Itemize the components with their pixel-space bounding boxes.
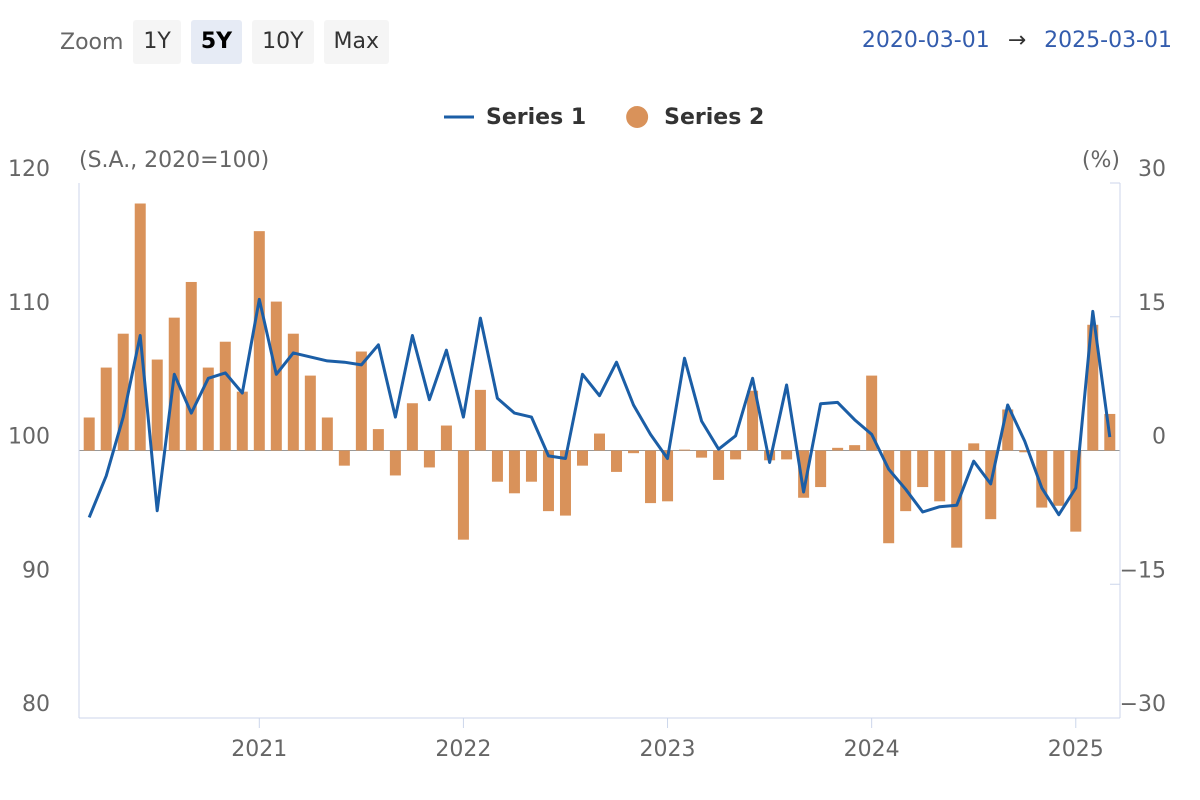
y2-tick-label: 0 bbox=[1152, 425, 1166, 450]
bar bbox=[1036, 450, 1048, 508]
bar bbox=[406, 403, 418, 451]
bar bbox=[236, 391, 248, 451]
legend-label: Series 2 bbox=[664, 105, 764, 130]
y-tick-label: 100 bbox=[8, 425, 50, 450]
y-tick-label: 120 bbox=[8, 157, 50, 182]
range-from[interactable]: 2020-03-01 bbox=[861, 28, 990, 53]
bar bbox=[525, 450, 537, 482]
bar bbox=[645, 450, 657, 504]
x-tick-label: 2021 bbox=[231, 737, 287, 762]
bar bbox=[423, 450, 435, 468]
bar bbox=[253, 231, 265, 451]
bar bbox=[338, 450, 350, 466]
bar bbox=[662, 450, 674, 502]
bar bbox=[508, 450, 520, 494]
bar bbox=[100, 367, 112, 451]
bar bbox=[747, 390, 759, 451]
bar bbox=[849, 445, 861, 451]
y-tick-label: 80 bbox=[22, 692, 50, 717]
bar bbox=[287, 333, 299, 451]
bar bbox=[491, 450, 503, 482]
bar bbox=[934, 450, 946, 502]
bar bbox=[832, 447, 844, 451]
bar bbox=[1087, 324, 1099, 451]
bar bbox=[968, 443, 980, 451]
zoom-button[interactable]: 1Y bbox=[133, 20, 181, 64]
bar bbox=[730, 450, 742, 460]
x-tick-label: 2022 bbox=[435, 737, 491, 762]
range-to[interactable]: 2025-03-01 bbox=[1044, 28, 1172, 53]
range-arrow: → bbox=[1007, 28, 1027, 53]
y2-tick-label: 30 bbox=[1138, 157, 1166, 182]
bar bbox=[185, 281, 197, 451]
y2-tick-label: −15 bbox=[1120, 558, 1166, 583]
bar bbox=[900, 450, 912, 512]
bar bbox=[304, 375, 316, 451]
bar bbox=[457, 450, 469, 540]
bar bbox=[576, 450, 588, 466]
zoom-button[interactable]: Max bbox=[323, 20, 390, 64]
y2-tick-label: −30 bbox=[1120, 692, 1166, 717]
bar bbox=[628, 450, 640, 454]
bar bbox=[781, 450, 793, 460]
bar bbox=[202, 367, 214, 451]
bar bbox=[815, 450, 827, 488]
bar bbox=[559, 450, 571, 516]
bar bbox=[594, 433, 605, 451]
bar bbox=[866, 375, 878, 451]
bar bbox=[355, 351, 367, 451]
bar bbox=[219, 341, 231, 451]
bar bbox=[1053, 450, 1065, 506]
bar bbox=[151, 359, 163, 451]
bar bbox=[713, 450, 725, 480]
x-tick-label: 2025 bbox=[1048, 737, 1104, 762]
bar bbox=[679, 449, 691, 451]
bar bbox=[389, 450, 401, 476]
bar bbox=[1019, 450, 1031, 453]
bar bbox=[696, 450, 708, 458]
bar bbox=[798, 450, 810, 498]
x-tick-label: 2024 bbox=[844, 737, 900, 762]
bar bbox=[440, 425, 452, 451]
y2-tick-label: 15 bbox=[1138, 291, 1166, 316]
line bbox=[87, 297, 1112, 518]
bar bbox=[883, 450, 895, 544]
y-tick-label: 90 bbox=[22, 558, 50, 583]
bar bbox=[611, 450, 623, 472]
bar bbox=[951, 450, 963, 548]
bar bbox=[83, 417, 95, 451]
zoom-bar: Zoom 1Y 5Y 10Y Max bbox=[60, 20, 390, 64]
bar bbox=[1002, 409, 1014, 451]
bar bbox=[134, 203, 146, 451]
bar bbox=[372, 429, 384, 451]
zoom-label: Zoom bbox=[60, 29, 124, 55]
x-tick-label: 2023 bbox=[640, 737, 696, 762]
legend-symbol bbox=[626, 106, 649, 128]
bar bbox=[270, 301, 282, 451]
bar bbox=[917, 450, 929, 488]
y-tick-label: 110 bbox=[8, 291, 50, 316]
y-axis-title: (S.A., 2020=100) bbox=[79, 148, 269, 173]
bar bbox=[1070, 450, 1082, 532]
bar bbox=[474, 389, 486, 451]
bar bbox=[321, 417, 333, 451]
bar bbox=[542, 450, 554, 512]
date-range: 2020-03-01 → 2025-03-01 bbox=[862, 28, 1172, 53]
zoom-button[interactable]: 5Y bbox=[190, 20, 243, 64]
legend-label: Series 1 bbox=[486, 105, 586, 130]
bar bbox=[117, 333, 129, 451]
zoom-button[interactable]: 10Y bbox=[252, 20, 314, 64]
y2-axis-title: (%) bbox=[1082, 148, 1120, 173]
